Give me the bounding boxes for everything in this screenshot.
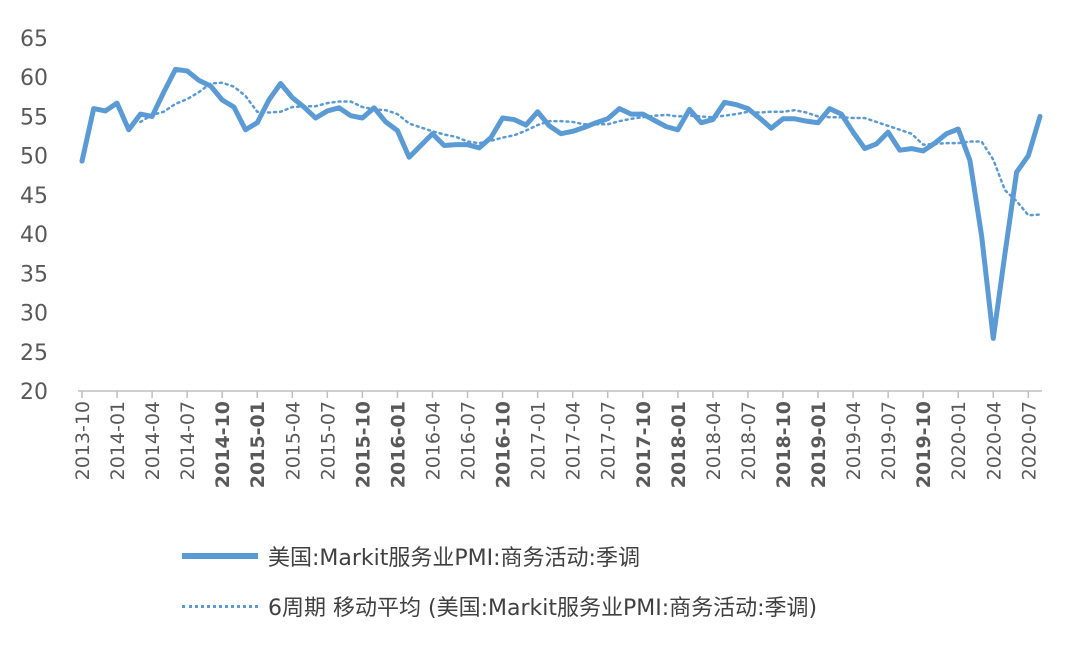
legend-item-moving-average: 6周期 移动平均 (美国:Markit服务业PMI:商务活动:季调)	[182, 590, 817, 622]
x-tick-label: 2020-07	[1018, 401, 1040, 480]
x-tick-label: 2017-07	[598, 401, 620, 480]
y-tick-label: 35	[20, 262, 48, 287]
y-tick-label: 40	[20, 223, 48, 248]
x-axis-tick-marks	[81, 391, 1030, 398]
x-tick-label: 2014-07	[177, 401, 199, 480]
x-tick-label: 2016-04	[422, 401, 444, 480]
x-tick-label: 2017-04	[563, 401, 585, 480]
y-tick-label: 55	[20, 105, 48, 130]
x-tick-label: 2019-04	[843, 401, 865, 480]
x-tick-label: 2015-10	[352, 401, 374, 488]
x-tick-label: 2013-10	[72, 401, 94, 480]
x-tick-label: 2015-07	[317, 401, 339, 480]
y-tick-label: 65	[20, 27, 48, 52]
y-tick-label: 20	[20, 380, 48, 405]
y-tick-label: 60	[20, 66, 48, 91]
x-tick-label: 2017-10	[633, 401, 655, 488]
x-tick-label: 2014-01	[107, 401, 129, 480]
x-tick-label: 2015-04	[282, 401, 304, 480]
x-tick-label: 2018-10	[773, 401, 795, 488]
legend-swatch-solid	[182, 553, 258, 559]
x-tick-label: 2014-10	[212, 401, 234, 488]
x-tick-label: 2020-01	[948, 401, 970, 480]
legend: 美国:Markit服务业PMI:商务活动:季调 6周期 移动平均 (美国:Mar…	[182, 530, 1042, 621]
y-axis-tick-labels: 20 25 30 35 40 45 50 55 60 65	[20, 27, 48, 405]
series-layer	[79, 66, 1043, 341]
x-tick-label: 2019-01	[808, 401, 830, 488]
legend-item-pmi: 美国:Markit服务业PMI:商务活动:季调	[182, 540, 640, 572]
x-tick-label: 2014-04	[142, 401, 164, 480]
y-tick-label: 30	[20, 302, 48, 327]
x-tick-label: 2015-01	[247, 401, 269, 488]
series-line-moving-average	[139, 81, 1042, 217]
y-tick-label: 45	[20, 184, 48, 209]
series-line-pmi	[79, 66, 1043, 341]
x-tick-label: 2016-10	[493, 401, 515, 488]
y-tick-label: 50	[20, 145, 48, 170]
x-tick-label: 2019-07	[878, 401, 900, 480]
x-tick-label: 2016-01	[387, 401, 409, 488]
x-axis-tick-labels: 2013-10 2014-01 2014-04 2014-07 2014-10 2015-…	[72, 401, 1040, 488]
x-tick-label: 2018-01	[668, 401, 690, 488]
x-tick-label: 2016-07	[458, 401, 480, 480]
legend-swatch-dotted	[182, 604, 258, 608]
x-tick-label: 2018-07	[738, 401, 760, 480]
x-tick-label: 2018-04	[703, 401, 725, 480]
x-tick-label: 2019-10	[913, 401, 935, 488]
x-tick-label: 2020-04	[983, 401, 1005, 480]
legend-label-moving-average: 6周期 移动平均 (美国:Markit服务业PMI:商务活动:季调)	[268, 596, 818, 621]
pmi-chart: 20 25 30 35 40 45 50 55 60 65 2013-10 2014-01 2014-…	[20, 27, 1043, 488]
y-tick-label: 25	[20, 341, 48, 366]
x-tick-label: 2017-01	[528, 401, 550, 480]
legend-label-pmi: 美国:Markit服务业PMI:商务活动:季调	[268, 546, 640, 571]
